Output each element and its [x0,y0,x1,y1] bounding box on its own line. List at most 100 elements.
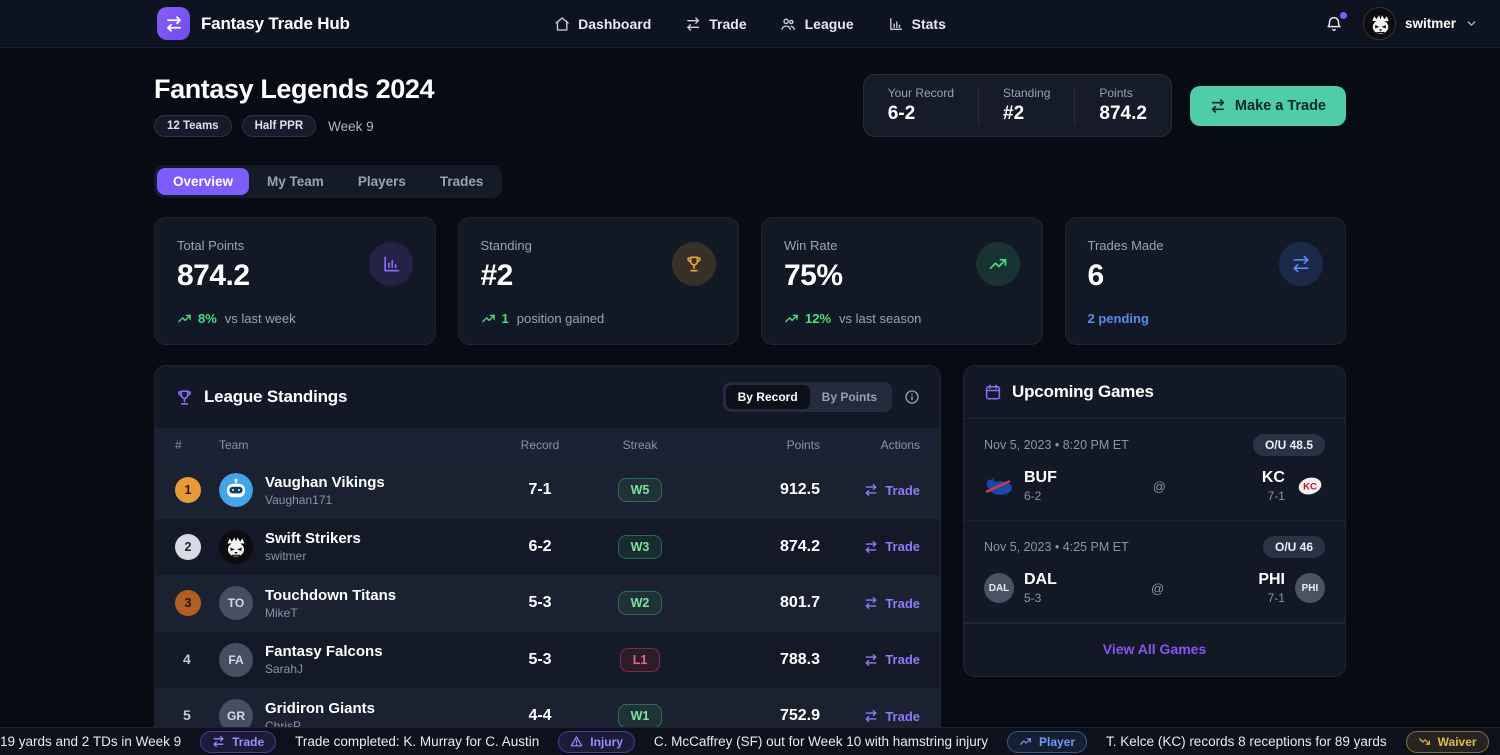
trend-text: vs last season [839,311,922,326]
info-icon[interactable] [904,389,920,405]
table-row[interactable]: 1 Vaughan Vikings Vaughan171 7-1 W5 912.… [155,462,940,519]
standings-title: League Standings [204,387,348,406]
trend-text: position gained [516,311,605,326]
nav-item-stats[interactable]: Stats [888,16,946,32]
ticker-message: Trade completed: K. Murray for C. Austin [295,734,540,749]
badge-label: Player [1039,734,1076,749]
tab-overview[interactable]: Overview [157,168,250,195]
team-name: Fantasy Falcons [265,643,383,661]
top-nav: Fantasy Trade Hub Dashboard Trade League… [0,0,1500,48]
nav-label-trade: Trade [709,16,747,32]
league-standings-panel: League Standings By Record By Points # T… [154,365,941,746]
make-a-trade-button[interactable]: Make a Trade [1189,85,1346,126]
swap-icon [1210,98,1226,114]
news-ticker: 19 yards and 2 TDs in Week 9 Trade Trade… [0,727,1500,755]
record-box: Your Record 6-2 Standing #2 Points 874.2 [862,74,1172,137]
brand[interactable]: Fantasy Trade Hub [157,7,350,40]
stat-card-trades-made: Trades Made 6 2 pending [1064,217,1346,345]
upcoming-games-title: Upcoming Games [1012,382,1154,401]
team-record: 5-3 [528,594,552,612]
trade-link[interactable]: Trade [864,652,920,667]
table-row[interactable]: 4 FA Fantasy Falcons SarahJ 5-3 L1 788.3 [155,631,940,688]
sort-by-record-button[interactable]: By Record [725,385,810,409]
standing-label: Standing [1003,86,1051,100]
trade-link[interactable]: Trade [864,709,920,724]
trending-down-icon [1418,735,1431,748]
nav-item-dashboard[interactable]: Dashboard [554,16,651,32]
tab-trades[interactable]: Trades [424,168,500,195]
swap-arrows-logo-icon [157,7,190,40]
notifications-button[interactable] [1321,11,1347,37]
trade-link[interactable]: Trade [864,596,920,611]
trade-link[interactable]: Trade [864,483,920,498]
calendar-icon [984,383,1002,401]
game-datetime: Nov 5, 2023 • 4:25 PM ET [984,540,1129,554]
page-header: Fantasy Legends 2024 12 Teams Half PPR W… [154,74,1346,137]
swap-icon [864,653,878,667]
content-row: League Standings By Record By Points # T… [154,365,1346,746]
record-label: Your Record [887,86,954,100]
stat-value: 75% [784,259,843,292]
main-content: Fantasy Legends 2024 12 Teams Half PPR W… [154,48,1346,746]
tab-players[interactable]: Players [342,168,422,195]
notification-dot [1339,11,1347,19]
page-header-left: Fantasy Legends 2024 12 Teams Half PPR W… [154,74,435,137]
at-symbol: @ [1152,478,1166,494]
trophy-icon [175,388,194,407]
col-header-rank: # [175,438,182,452]
trophy-icon [672,242,716,286]
table-row[interactable]: 2 Swift Strikers switmer 6-2 W3 874.2 [155,518,940,575]
svg-text:KC: KC [1303,481,1317,492]
waiver-badge: Waiver [1405,730,1489,753]
swap-icon [864,709,878,723]
stat-label: Trades Made [1087,238,1164,253]
stat-value: #2 [480,259,514,292]
away-team: DAL DAL 5-3 [984,571,1057,605]
user-name: switmer [1404,16,1456,31]
table-row[interactable]: 3 TO Touchdown Titans MikeT 5-3 W2 801.7 [155,575,940,632]
pending-trades-text: 2 pending [1087,311,1149,326]
avatar [1362,7,1396,40]
game-item[interactable]: Nov 5, 2023 • 8:20 PM ET O/U 48.5 BUF 6-… [964,419,1345,521]
home-record: 7-1 [1267,489,1285,503]
away-team: BUF 6-2 [984,469,1057,503]
team-owner: switmer [265,549,307,564]
page-header-right: Your Record 6-2 Standing #2 Points 874.2… [862,74,1346,137]
user-menu[interactable]: switmer [1362,7,1478,40]
nav-item-league[interactable]: League [781,16,854,32]
team-owner: MikeT [265,605,298,620]
team-logo-vikings [219,473,253,508]
nav-item-trade[interactable]: Trade [685,16,747,32]
sort-by-points-button[interactable]: By Points [810,385,889,409]
trade-link[interactable]: Trade [864,539,920,554]
streak-badge: W2 [617,591,663,616]
home-abbr: PHI [1258,571,1285,588]
badge-label: Injury [590,734,623,749]
tab-my-team[interactable]: My Team [251,168,340,195]
trend-text: vs last week [224,311,296,326]
bills-logo [984,475,1014,497]
team-name: Swift Strikers [265,530,361,548]
rank-badge: 1 [175,477,201,504]
injury-badge: Injury [558,730,635,753]
nav-label-league: League [804,16,854,32]
view-all-games-link[interactable]: View All Games [1102,641,1207,657]
home-abbr: KC [1261,469,1285,486]
trade-badge: Trade [200,730,277,753]
game-item[interactable]: Nov 5, 2023 • 4:25 PM ET O/U 46 DAL DAL … [964,521,1345,623]
swap-icon [212,735,225,748]
record-value: 6-2 [887,103,916,124]
badge-label: Waiver [1437,734,1477,749]
trend-up-icon [784,311,799,326]
home-team: PHI 7-1 PHI [1258,571,1325,605]
away-record: 6-2 [1024,489,1042,503]
home-record: 7-1 [1267,591,1285,605]
team-points: 801.7 [779,594,820,612]
view-tabs: Overview My Team Players Trades [154,165,503,198]
cowboys-logo: DAL [984,573,1014,603]
upcoming-games-panel: Upcoming Games Nov 5, 2023 • 8:20 PM ET … [963,365,1346,677]
away-abbr: DAL [1024,571,1057,588]
at-symbol: @ [1151,580,1165,596]
standings-table-header: # Team Record Streak Points Actions [155,428,940,462]
trade-link-label: Trade [885,482,920,498]
